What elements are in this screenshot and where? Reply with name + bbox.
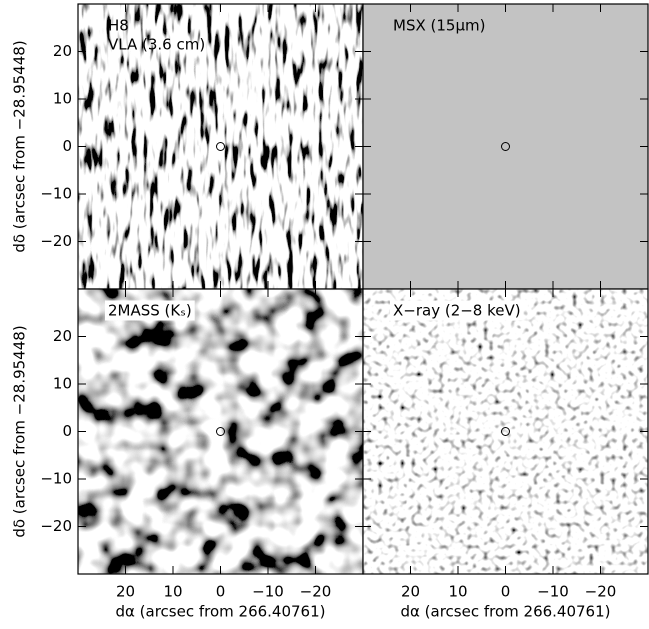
x-tick-label: 10 [163, 583, 182, 601]
y-axis-label: dδ (arcsec from −28.95448) [11, 40, 29, 252]
y-tick-label: −10 [40, 185, 72, 203]
y-tick-label: 0 [62, 422, 72, 440]
panel-label: MSX (15μm) [393, 17, 485, 35]
label-box [390, 300, 524, 321]
panel-label: X−ray (2−8 keV) [393, 302, 521, 320]
panel: MSX (15μm) [362, 3, 649, 290]
image [363, 4, 648, 289]
label-box [105, 300, 195, 321]
y-tick-label: −20 [40, 232, 72, 250]
panel: 20 10 0 −10 −20 X−ray (2−8 keV) dα (arcsec fro… [362, 288, 649, 621]
y-tick-label: −10 [40, 470, 72, 488]
panel-label: H8 [108, 17, 129, 35]
y-tick-label: 10 [53, 90, 72, 108]
y-axis-label: dδ (arcsec from −28.95448) [11, 325, 29, 537]
x-tick-label: 0 [501, 583, 511, 601]
x-tick-label: −10 [252, 583, 284, 601]
image [78, 289, 363, 574]
source-marker [216, 142, 225, 151]
source-marker [501, 142, 510, 151]
source-marker [501, 427, 510, 436]
y-tick-label: 20 [53, 327, 72, 345]
x-tick-label: 10 [448, 583, 467, 601]
panel-sublabel: VLA (3.6 cm) [108, 36, 205, 54]
panel: 20 10 0 −10 −20 −20 −10 0 10 20 2MASS (Kₛ) dα (arcs… [11, 288, 364, 621]
panel-label: 2MASS (Kₛ) [108, 302, 192, 320]
x-tick-label: −20 [585, 583, 617, 601]
y-tick-label: 10 [53, 375, 72, 393]
x-tick-label: 20 [401, 583, 420, 601]
x-tick-label: 0 [216, 583, 226, 601]
image [363, 289, 648, 574]
x-axis-label: dα (arcsec from 266.40761) [400, 603, 610, 621]
x-tick-label: −20 [300, 583, 332, 601]
x-axis-label: dα (arcsec from 266.40761) [115, 603, 325, 621]
image [78, 4, 363, 289]
x-tick-label: 20 [116, 583, 135, 601]
source-marker [216, 427, 225, 436]
y-tick-label: 0 [62, 137, 72, 155]
x-tick-label: −10 [537, 583, 569, 601]
y-tick-label: 20 [53, 42, 72, 60]
y-tick-label: −20 [40, 517, 72, 535]
